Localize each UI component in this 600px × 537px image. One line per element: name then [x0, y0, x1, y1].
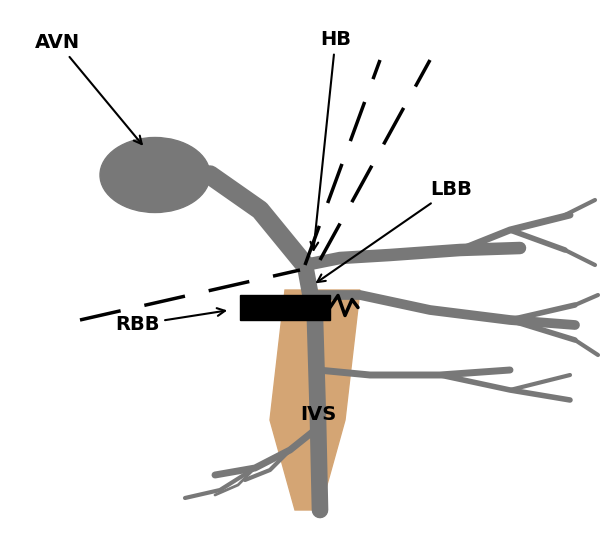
Ellipse shape — [100, 137, 210, 213]
Text: AVN: AVN — [35, 33, 142, 144]
Text: IVS: IVS — [300, 405, 336, 425]
Bar — [240, 295, 330, 320]
Polygon shape — [270, 290, 360, 510]
Text: RBB: RBB — [115, 308, 225, 334]
Text: HB: HB — [310, 30, 351, 250]
Text: LBB: LBB — [317, 180, 472, 282]
